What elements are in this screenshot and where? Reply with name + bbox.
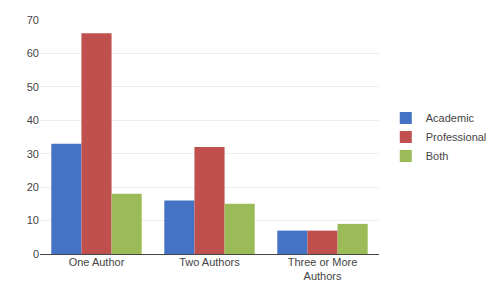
svg-text:Two Authors: Two Authors: [179, 256, 240, 268]
svg-text:20: 20: [27, 181, 39, 193]
svg-text:Academic: Academic: [426, 112, 475, 124]
svg-text:60: 60: [27, 47, 39, 59]
svg-text:10: 10: [27, 214, 39, 226]
svg-text:30: 30: [27, 148, 39, 160]
svg-text:Professional: Professional: [426, 131, 487, 143]
svg-text:50: 50: [27, 81, 39, 93]
svg-text:Three or MoreAuthors: Three or MoreAuthors: [288, 256, 358, 282]
svg-text:One Author: One Author: [69, 256, 125, 268]
svg-text:70: 70: [27, 14, 39, 26]
svg-text:40: 40: [27, 114, 39, 126]
svg-text:0: 0: [33, 248, 39, 260]
svg-text:Both: Both: [426, 150, 449, 162]
